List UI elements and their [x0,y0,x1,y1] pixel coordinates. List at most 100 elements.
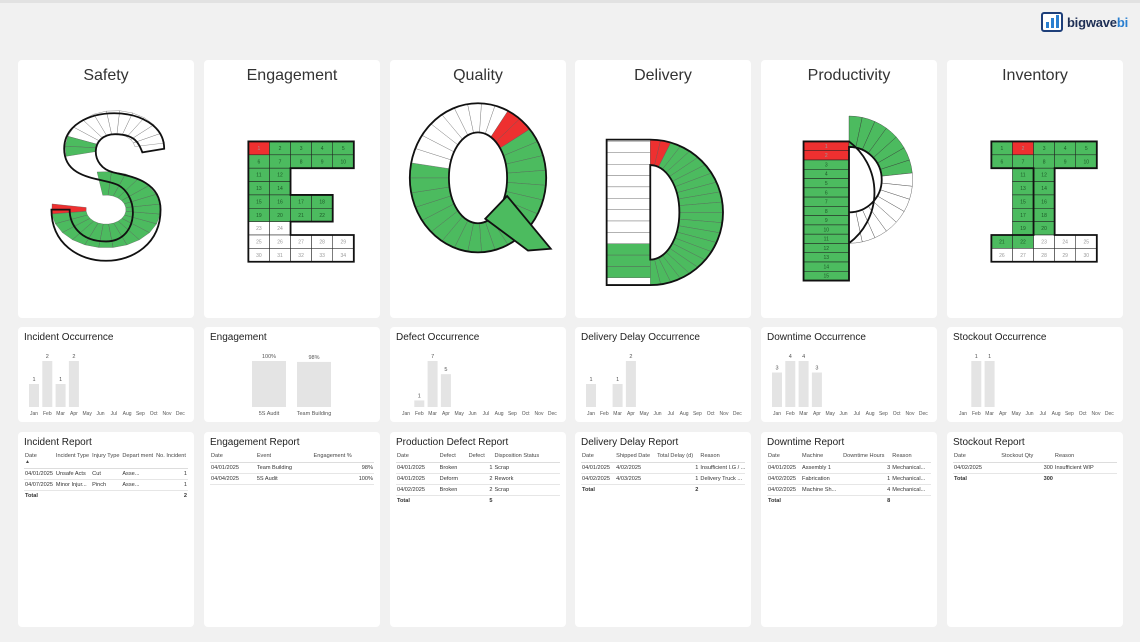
calendar-day[interactable]: 10 [332,154,355,169]
calendar-day[interactable]: 30 [248,248,270,263]
calendar-day[interactable]: 16 [1033,194,1055,209]
column-header[interactable]: Date [767,452,802,463]
calendar-day[interactable]: 19 [248,208,270,222]
calendar-day[interactable]: 7 [1012,154,1034,169]
bar[interactable] [798,361,809,407]
calendar-day[interactable] [606,209,651,222]
calendar-day[interactable] [606,243,651,256]
table-row[interactable]: 04/02/2025 4/03/2025 1 Delivery Truck ... [581,473,745,485]
calendar-day[interactable]: 4 [803,168,850,179]
calendar-day[interactable]: 6 [803,187,850,198]
calendar-day[interactable]: 28 [311,234,333,249]
table-row[interactable]: 04/04/2025 5S Audit 100% [210,473,374,485]
column-header[interactable]: Defect [438,452,468,463]
calendar-day[interactable]: 15 [803,271,850,281]
calendar-day[interactable]: 26 [991,248,1013,263]
calendar-day[interactable]: 25 [1075,234,1098,249]
calendar-day[interactable]: 4 [1054,141,1076,156]
calendar-day[interactable]: 11 [803,233,850,244]
table-row[interactable]: 04/02/2025 300 Insufficient WIP [953,462,1117,474]
column-header[interactable]: Incident Type [54,452,92,469]
calendar-day[interactable]: 5 [803,178,850,189]
calendar-day[interactable] [65,146,96,157]
calendar-day[interactable]: 22 [311,208,333,222]
column-header[interactable]: Disposition Status [493,452,560,463]
column-header[interactable]: Injury Type [91,452,122,469]
bar[interactable] [55,384,66,407]
calendar-day[interactable]: 21 [991,234,1013,249]
calendar-day[interactable]: 9 [1054,154,1076,169]
calendar-day[interactable]: 27 [290,234,312,249]
table-row[interactable]: 04/01/2025 Broken 1 Scrap [396,462,560,474]
calendar-day[interactable]: 3 [290,141,312,156]
table-row[interactable]: 04/01/2025 Team Building 98% [210,462,374,474]
calendar-day[interactable]: 24 [269,221,291,236]
calendar-day[interactable]: 6 [248,154,270,169]
bar[interactable] [427,361,438,407]
table-row[interactable]: 04/01/2025 Assembly 1 3 Mechanical... [767,462,931,474]
column-header[interactable]: Reason [1053,452,1117,463]
calendar-day[interactable] [606,164,651,176]
column-header[interactable]: Stockout Qty [1000,452,1054,463]
calendar-day[interactable]: 12 [1033,167,1055,182]
column-header[interactable]: Reason [699,452,745,463]
calendar-day[interactable]: 20 [1033,221,1055,236]
column-header[interactable]: Depart ment [121,452,156,469]
calendar-day[interactable]: 8 [1033,154,1055,169]
calendar-day[interactable]: 2 [269,141,291,156]
calendar-day[interactable]: 13 [248,181,270,196]
column-header[interactable]: Engagement % [312,452,374,463]
bar[interactable] [811,372,822,408]
calendar-day[interactable]: 16 [269,194,291,209]
calendar-day[interactable]: 17 [1012,208,1034,222]
calendar-day[interactable]: 14 [803,261,850,272]
calendar-day[interactable]: 6 [991,154,1013,169]
calendar-day[interactable] [606,220,651,233]
calendar-day[interactable]: 18 [1033,208,1055,222]
table-row[interactable]: 04/07/2025 Minor Injur... Pinch Asse... 1 [24,479,188,491]
calendar-day[interactable]: 24 [1054,234,1076,249]
calendar-day[interactable]: 29 [1054,248,1076,263]
bar[interactable] [42,361,53,407]
bar[interactable] [440,374,451,407]
bar[interactable] [297,361,331,407]
calendar-day[interactable]: 1 [803,141,850,151]
calendar-day[interactable]: 2 [803,150,850,161]
table-row[interactable]: 04/01/2025 Deform 2 Rework [396,473,560,485]
calendar-day[interactable] [483,194,553,252]
table-row[interactable]: 04/02/2025 Broken 2 Scrap [396,484,560,496]
calendar-day[interactable]: 8 [290,154,312,169]
calendar-day[interactable]: 3 [803,159,850,170]
calendar-day[interactable] [96,171,112,196]
column-header[interactable]: Date [953,452,1001,463]
calendar-day[interactable]: 1 [991,141,1013,156]
calendar-day[interactable]: 22 [1012,234,1034,249]
calendar-day[interactable]: 31 [269,248,291,263]
calendar-day[interactable]: 30 [1075,248,1098,263]
calendar-day[interactable]: 4 [311,141,333,156]
calendar-day[interactable]: 20 [269,208,291,222]
calendar-day[interactable]: 33 [311,248,333,263]
calendar-day[interactable]: 5 [1075,141,1098,156]
column-header[interactable]: Event [255,452,313,463]
calendar-day[interactable]: 7 [803,196,850,207]
calendar-day[interactable]: 23 [1033,234,1055,249]
column-header[interactable]: Date [210,452,256,463]
calendar-day[interactable]: 29 [332,234,355,249]
calendar-day[interactable]: 12 [803,243,850,253]
calendar-day[interactable] [606,186,651,199]
bar[interactable] [586,384,596,407]
column-header[interactable]: Date ▲ [24,452,55,469]
bar[interactable] [625,361,636,407]
calendar-day[interactable]: 5 [332,141,355,156]
calendar-day[interactable]: 9 [803,215,850,226]
column-header[interactable]: Total Delay (d) [656,452,700,463]
bar[interactable] [252,361,286,407]
column-header[interactable]: Date [396,452,439,463]
bar[interactable] [984,361,995,407]
calendar-day[interactable]: 19 [1012,221,1034,236]
calendar-day[interactable]: 7 [269,154,291,169]
column-header[interactable]: Machine [801,452,843,463]
column-header[interactable]: Defect [467,452,494,463]
column-header[interactable]: Reason [891,452,931,463]
